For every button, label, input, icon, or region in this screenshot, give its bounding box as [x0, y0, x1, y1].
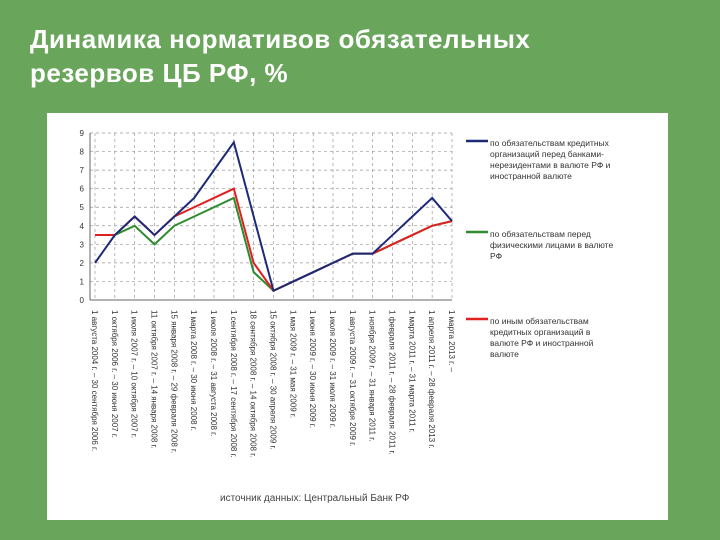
x-tick-label: 1 февраля 2011 г. – 28 февраля 2011 г. — [388, 310, 397, 455]
x-tick-label: 11 октября 2007 г. – 14 января 2008 г. — [150, 310, 159, 449]
x-tick-label: 1 ноября 2009 г. – 31 января 2011 г. — [368, 310, 377, 441]
x-tick-label: 1 июля 2008 г. – 31 августа 2008 г. — [209, 310, 218, 436]
x-tick-label: 1 июля 2007 г. – 10 октября 2007 г. — [130, 310, 139, 438]
chart-panel — [47, 113, 668, 520]
y-tick-label: 7 — [80, 166, 85, 175]
x-tick-label: 1 марта 2013 г. – — [447, 310, 456, 373]
y-tick-label: 5 — [80, 203, 85, 212]
y-tick-label: 6 — [80, 185, 85, 194]
legend-label: по обязательствам кредитных организаций … — [490, 138, 611, 181]
x-tick-label: 1 октября 2006 г. – 30 июня 2007 г. — [110, 310, 119, 438]
series-line — [94, 139, 453, 293]
x-tick-label: 1 сентября 2008 г. – 17 сентября 2008 г. — [229, 310, 238, 458]
y-tick-label: 0 — [80, 296, 85, 305]
y-tick-label: 1 — [80, 277, 85, 286]
y-tick-label: 8 — [80, 148, 85, 157]
source-note: источник данных: Центральный Банк РФ — [220, 493, 410, 504]
x-tick-label: 1 мая 2009 г. – 31 мая 2009 г. — [288, 310, 297, 418]
x-tick-label: 15 января 2008 г. – 29 февраля 2008 г. — [169, 310, 178, 453]
x-tick-label: 1 июля 2009 г. – 31 июля 2009 г. — [328, 310, 337, 428]
slide-title: Динамика нормативов обязательных резерво… — [30, 24, 531, 88]
x-tick-label: 1 августа 2004 г. – 30 сентября 2006 г. — [90, 310, 99, 451]
x-tick-label: 15 октября 2008 г. – 30 апреля 2009 г. — [269, 310, 278, 450]
legend-label: по иным обязательствам кредитных организ… — [490, 316, 594, 359]
y-tick-label: 4 — [80, 222, 85, 231]
x-tick-label: 1 августа 2009 г. – 31 октября 2009 г. — [348, 310, 357, 446]
y-tick-label: 9 — [80, 129, 85, 138]
x-tick-label: 1 марта 2011 г. – 31 марта 2011 г. — [407, 310, 416, 433]
x-tick-label: 18 сентября 2008 г. – 14 октября 2008 г. — [249, 310, 258, 457]
x-tick-label: 1 апреля 2011 г. – 28 февраля 2013 г. — [427, 310, 436, 448]
x-tick-label: 1 марта 2008 г. – 30 июня 2008 г. — [189, 310, 198, 431]
x-tick-label: 1 июня 2009 г. – 30 июня 2009 г. — [308, 310, 317, 428]
y-tick-label: 3 — [80, 240, 85, 249]
legend-label: по обязательствам перед физическими лица… — [490, 229, 614, 261]
y-tick-label: 2 — [80, 259, 85, 268]
